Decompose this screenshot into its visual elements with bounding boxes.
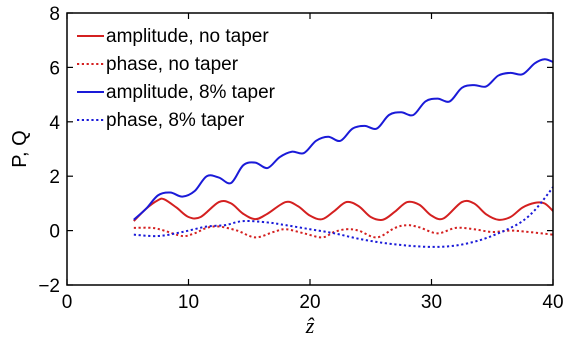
axes-frame (66, 12, 554, 286)
legend: amplitude, no taper phase, no taper amplit… (77, 26, 276, 131)
x-tick-label: 20 (299, 292, 320, 313)
legend-label-4: phase, 8% taper (106, 110, 245, 131)
y-tick-label: 4 (49, 113, 60, 134)
x-tick-label: 10 (178, 292, 199, 313)
series-line-4 (133, 186, 553, 248)
series-layer (133, 58, 553, 248)
x-tick-label: 0 (62, 292, 73, 313)
y-tick-label: 0 (49, 222, 60, 243)
y-tick-label: 6 (49, 58, 60, 79)
x-tick-label: 40 (542, 292, 563, 313)
legend-label-3: amplitude, 8% taper (106, 82, 276, 103)
series-line-3 (133, 58, 553, 221)
series-line-1 (133, 197, 553, 222)
legend-label-2: phase, no taper (106, 54, 239, 75)
y-axis-label: P, Q (9, 130, 31, 167)
y-tick-label: 2 (49, 167, 60, 188)
legend-label-1: amplitude, no taper (106, 26, 269, 47)
y-tick-label: −2 (38, 276, 60, 297)
x-tick-label: 30 (421, 292, 442, 313)
x-axis-label: ẑ (305, 313, 315, 338)
y-tick-label: 8 (49, 4, 60, 25)
